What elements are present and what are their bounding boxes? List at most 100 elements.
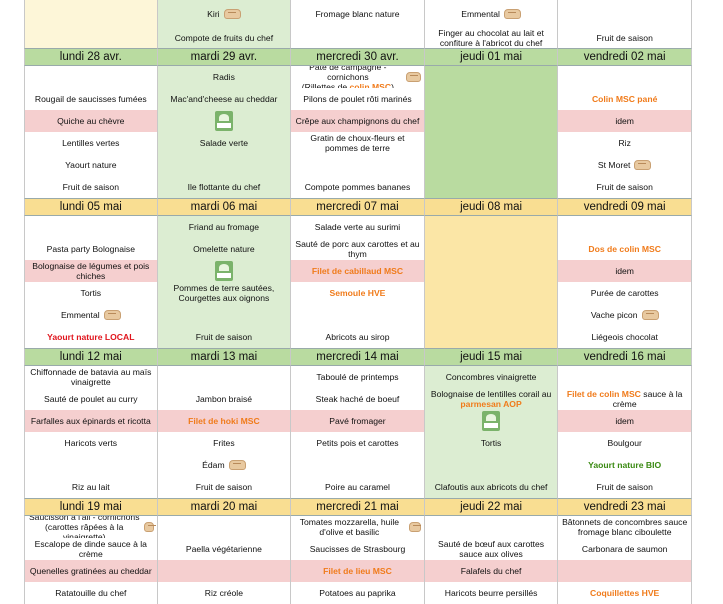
menu-row: Pasta party Bolognaise Omelette nature Sau… (24, 238, 692, 260)
menu-cell: Salade verte (157, 132, 292, 154)
dish-label: Chiffonnade de batavia au maïs vinaigret… (30, 367, 152, 387)
dish-label: Coquillettes HVE (590, 588, 660, 598)
dish-label: Lentilles vertes (62, 138, 120, 148)
menu-cell: Chiffonnade de batavia au maïs vinaigret… (24, 366, 158, 388)
menu-cell: Tortis (424, 432, 559, 454)
dish-text: Tomates mozzarella, huile d'olive et bas… (294, 517, 404, 537)
dish-text: Coquillettes HVE (590, 588, 659, 598)
menu-cell: Riz au lait (24, 476, 158, 498)
dish-text: Filet de lieu MSC (323, 566, 392, 576)
menu-cell: Yaourt nature BIO (558, 454, 692, 476)
dish-text: Bolognaise de lentilles corail au parmesa… (431, 389, 551, 409)
day-header: mercredi 07 mai (291, 198, 425, 216)
dish-label: Paella végétarienne (185, 544, 262, 554)
menu-cell: Potatoes au paprika (291, 582, 425, 604)
dish-text: Falafels du chef (461, 566, 522, 576)
dish-label: Rougail de saucisses fumées (34, 94, 147, 104)
bread-icon (103, 310, 121, 320)
menu-cell: Compote pommes bananes (291, 176, 425, 198)
dish-label: Abricots au sirop (325, 332, 390, 342)
menu-cell: Semoule HVE (291, 282, 425, 304)
dish-text: Bâtonnets de concombres sauce fromage bl… (561, 517, 688, 537)
dish-text: Filet de colin MSC sauce à la crème (561, 389, 688, 409)
dish-text: Haricots verts (65, 438, 118, 448)
dish-label: Kiri (207, 9, 220, 19)
dish-label: Haricots verts (64, 438, 118, 448)
dish-label: Fruit de saison (195, 332, 253, 342)
dish-text: Fruit de saison (596, 182, 652, 192)
dish-label: Friand au fromage (188, 222, 259, 232)
dish-label: Taboulé de printemps (316, 372, 399, 382)
menu-cell (424, 326, 559, 348)
menu-cell: Fruit de saison (157, 326, 292, 348)
dish-label: Yaourt nature (65, 160, 117, 170)
dish-label: Farfalles aux épinards et ricotta (30, 416, 151, 426)
dish-label: Yaourt nature BIO (588, 460, 662, 470)
menu-cell (157, 366, 292, 388)
menu-cell (558, 66, 692, 88)
dish-label: Sauté de bœuf aux carottes sauce aux oli… (438, 539, 545, 559)
menu-cell: Sauté de porc aux carottes et au thym (291, 238, 425, 260)
menu-cell: Purée de carottes (558, 282, 692, 304)
dish-text: Abricots au sirop (325, 332, 389, 342)
day-header: lundi 19 mai (24, 498, 158, 516)
day-header: lundi 05 mai (24, 198, 158, 216)
dish-text: Fruit de saison (596, 482, 652, 492)
dish-text: idem (615, 266, 634, 276)
dish-label: Quenelles gratinées au cheddar (29, 566, 152, 576)
dish-text: Colin MSC pané (592, 94, 657, 104)
dish-label: Fruit de saison (596, 182, 653, 192)
dish-text: Pasta party Bolognaise (47, 244, 135, 254)
menu-cell: Fruit de saison (157, 476, 292, 498)
menu-cell: Compote de fruits du chef (157, 28, 292, 48)
dish-label: Salade verte au surimi (314, 222, 401, 232)
menu-cell: Pommes de terre sautées, Courgettes aux … (157, 282, 292, 304)
menu-cell: Clafoutis aux abricots du chef (424, 476, 559, 498)
menu-row: Édam Yaourt nature BIO (24, 454, 692, 476)
week-header: lundi 19 mai mardi 20 mai mercredi 21 mai j… (24, 498, 692, 516)
menu-cell: Vache picon (558, 304, 692, 326)
day-header: jeudi 01 mai (424, 48, 559, 66)
dish-text: Haricots beurre persillés (445, 588, 538, 598)
menu-cell: Fruit de saison (24, 176, 158, 198)
vegetarian-label-icon (482, 411, 501, 431)
menu-cell: Tortis (24, 282, 158, 304)
menu-row: Escalope de dinde sauce à la crème Paella… (24, 538, 692, 560)
dish-label: Fruit de saison (195, 482, 253, 492)
menu-cell (424, 154, 559, 176)
dish-label: sauce à la crème (612, 389, 683, 409)
menu-cell: Ile flottante du chef (157, 176, 292, 198)
dish-label: ) (391, 82, 394, 88)
dish-label: Fromage blanc nature (315, 9, 400, 19)
day-header: lundi 12 mai (24, 348, 158, 366)
menu-cell (24, 28, 158, 48)
dish-label: Vache picon (590, 310, 638, 320)
dish-text: Gratin de choux-fleurs et pommes de terr… (294, 133, 421, 153)
day-header: jeudi 15 mai (424, 348, 559, 366)
menu-cell: Friand au fromage (157, 216, 292, 238)
menu-cell: Salade verte au surimi (291, 216, 425, 238)
dish-text: Purée de carottes (591, 288, 659, 298)
dish-label: Haricots beurre persillés (444, 588, 538, 598)
menu-cell (558, 366, 692, 388)
menu-row: Haricots verts Frites Petits pois et carot… (24, 432, 692, 454)
day-header: mardi 20 mai (157, 498, 292, 516)
dish-text: Petits pois et carottes (316, 438, 398, 448)
menu-row: Farfalles aux épinards et ricotta Filet d… (24, 410, 692, 432)
menu-row: Emmental Vache picon (24, 304, 692, 326)
menu-cell: Quiche au chèvre (24, 110, 158, 132)
menu-row: Bolognaise de légumes et pois chiches Fil… (24, 260, 692, 282)
menu-cell: Filet de cabillaud MSC (291, 260, 425, 282)
menu-cell (291, 28, 425, 48)
dish-text: Édam (202, 460, 224, 470)
menu-cell (424, 176, 559, 198)
menu-row: Quenelles gratinées au cheddar Filet de l… (24, 560, 692, 582)
menu-cell (157, 154, 292, 176)
dish-text: Fromage blanc nature (315, 9, 399, 19)
dish-label: Yaourt nature LOCAL (47, 332, 135, 342)
dish-text: Friand au fromage (189, 222, 259, 232)
menu-cell: Filet de lieu MSC (291, 560, 425, 582)
dish-label: Liégeois chocolat (591, 332, 658, 342)
menu-cell (558, 0, 692, 28)
dish-label: Sauté de porc aux carottes et au thym (295, 239, 420, 259)
